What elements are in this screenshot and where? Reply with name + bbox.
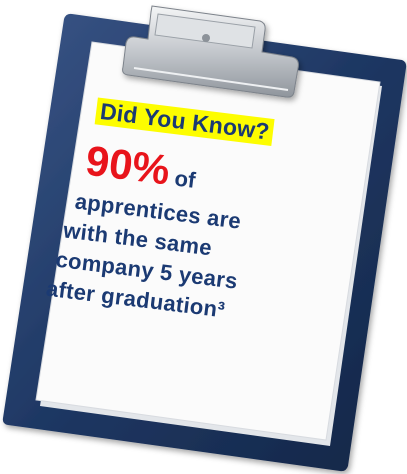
fact-note: Did You Know? 90%of apprentices are with… [45, 96, 334, 336]
stat-suffix: of [173, 165, 197, 193]
stat-value: 90% [83, 136, 173, 194]
metal-clip [122, 5, 299, 98]
